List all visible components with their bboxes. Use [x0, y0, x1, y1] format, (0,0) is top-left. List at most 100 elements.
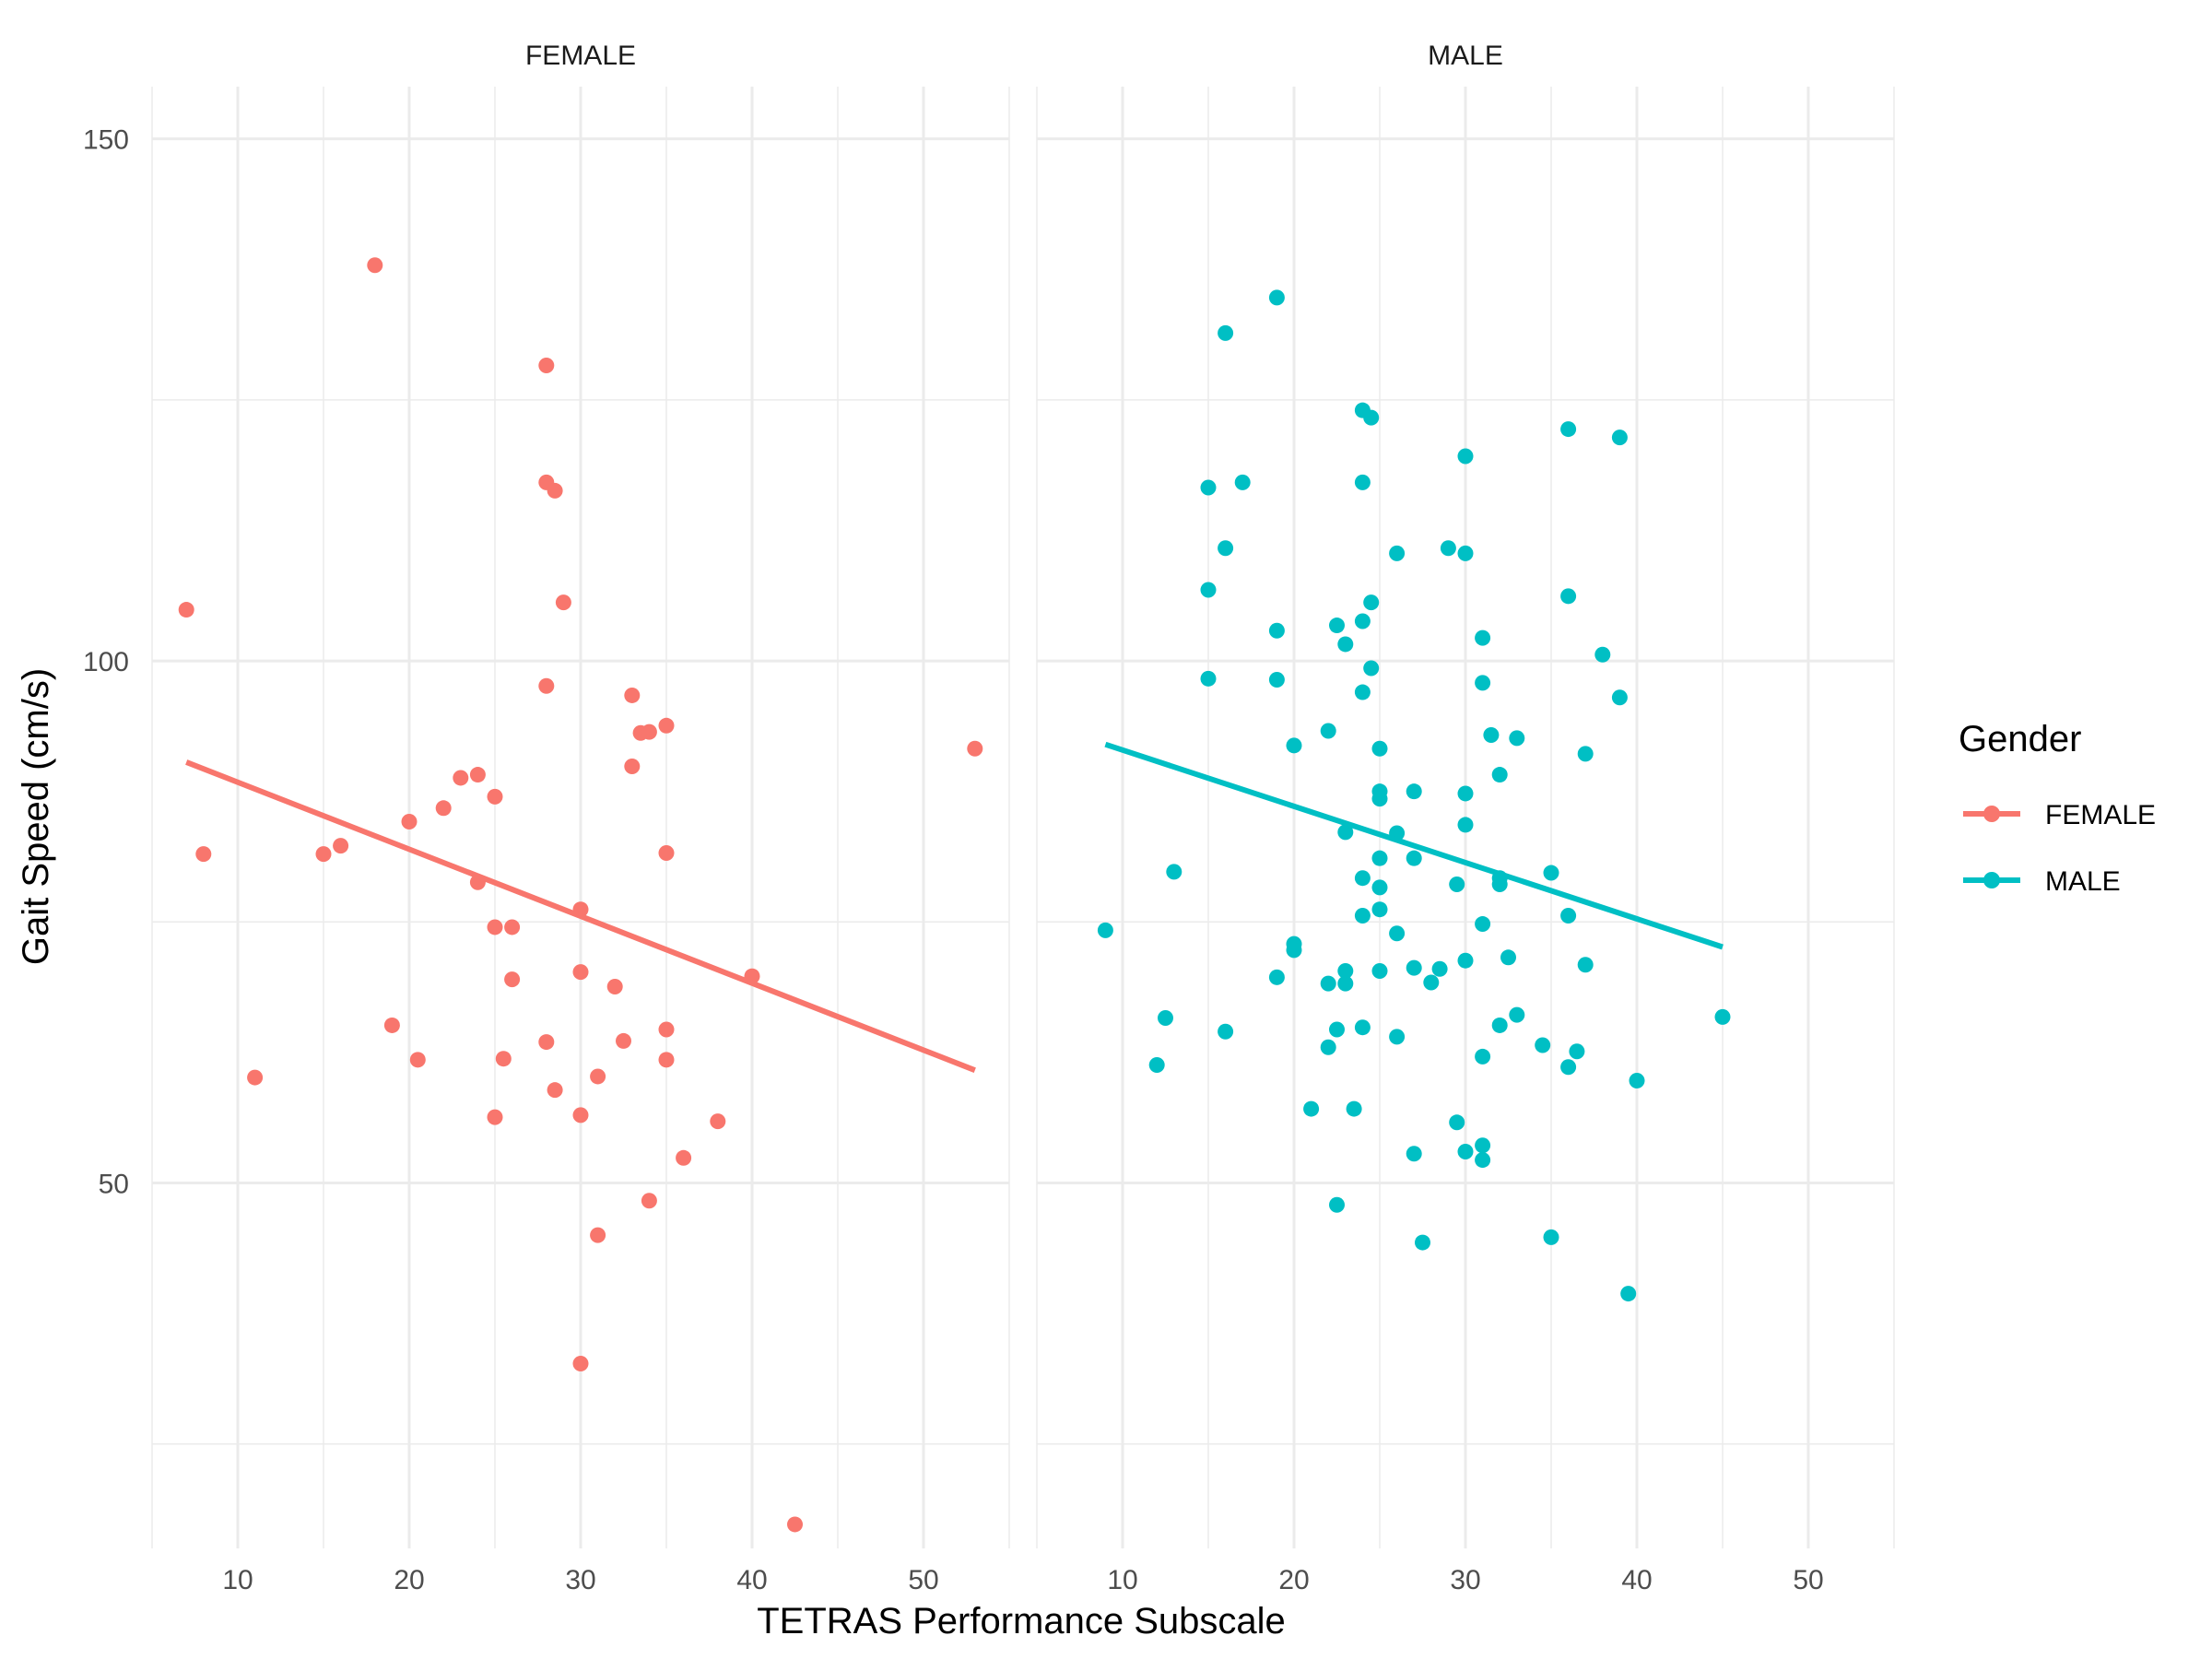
data-point-male: [1371, 963, 1388, 980]
data-point-male: [1337, 963, 1354, 980]
data-point-female: [538, 677, 555, 694]
data-point-male: [1268, 289, 1285, 306]
data-point-male: [1406, 1146, 1422, 1162]
legend-label-female: FEMALE: [2045, 800, 2156, 830]
data-point-female: [469, 767, 486, 783]
data-point-male: [1303, 1100, 1320, 1117]
data-point-female: [624, 758, 641, 774]
data-point-male: [1431, 960, 1448, 977]
data-point-male: [1560, 421, 1577, 438]
data-point-female: [572, 1107, 589, 1124]
data-point-male: [1423, 974, 1440, 991]
data-point-male: [1611, 689, 1628, 706]
data-point-female: [572, 1355, 589, 1371]
facet-panels: FEMALE 10 20 30 40 50 50 100 150 MALE 10 20 30 40 50: [83, 41, 1895, 1595]
data-point-male: [1449, 1114, 1465, 1131]
data-point-male: [1475, 1137, 1491, 1154]
data-point-male: [1594, 646, 1611, 663]
legend-title: Gender: [1959, 719, 2081, 759]
data-point-male: [1329, 1196, 1345, 1213]
data-point-male: [1560, 1059, 1577, 1076]
data-point-female: [435, 800, 452, 817]
legend-item-male: MALE: [1963, 866, 2121, 897]
data-point-female: [710, 1113, 726, 1130]
x-tick-label: 40: [736, 1565, 767, 1595]
data-point-male: [1346, 1100, 1362, 1117]
panel-male: MALE 10 20 30 40 50: [1036, 41, 1895, 1595]
x-tick-label: 20: [394, 1565, 424, 1595]
data-point-female: [367, 257, 383, 274]
data-point-male: [1543, 1229, 1559, 1245]
data-point-female: [401, 814, 418, 830]
strip-label-female: FEMALE: [525, 41, 636, 71]
data-point-male: [1389, 1029, 1406, 1045]
data-point-female: [676, 1149, 692, 1166]
data-point-female: [787, 1516, 803, 1533]
data-point-male: [1491, 1017, 1508, 1033]
data-point-male: [1337, 975, 1354, 992]
data-point-male: [1363, 660, 1380, 677]
data-point-male: [1569, 1043, 1585, 1060]
data-point-male: [1475, 629, 1491, 646]
data-point-female: [178, 602, 194, 618]
x-tick-label: 10: [222, 1565, 253, 1595]
data-point-male: [1406, 959, 1422, 976]
data-point-female: [453, 770, 469, 786]
data-point-male: [1475, 1048, 1491, 1065]
data-point-male: [1363, 594, 1380, 611]
legend-key-point-male: [1983, 872, 2000, 888]
data-point-female: [606, 979, 623, 995]
data-point-male: [1475, 675, 1491, 691]
data-point-female: [641, 1193, 657, 1209]
x-axis-title: TETRAS Performance Subscale: [757, 1601, 1286, 1641]
data-point-male: [1560, 907, 1577, 924]
data-point-female: [555, 594, 571, 611]
data-point-female: [547, 482, 563, 499]
data-point-male: [1200, 582, 1217, 598]
data-point-male: [1354, 613, 1371, 629]
x-tick-label: 30: [565, 1565, 595, 1595]
data-point-male: [1371, 901, 1388, 918]
data-point-male: [1354, 474, 1371, 490]
data-point-male: [1166, 864, 1182, 880]
data-point-female: [487, 1109, 503, 1125]
data-point-female: [967, 740, 983, 757]
x-tick-label: 20: [1278, 1565, 1309, 1595]
data-point-female: [495, 1051, 512, 1067]
data-point-female: [315, 846, 332, 863]
data-point-female: [547, 1082, 563, 1099]
panel-female: FEMALE 10 20 30 40 50 50 100 150: [83, 41, 1010, 1595]
data-point-male: [1620, 1286, 1637, 1302]
data-point-male: [1543, 865, 1559, 881]
data-point-male: [1097, 922, 1113, 938]
x-tick-label: 40: [1621, 1565, 1652, 1595]
legend: Gender FEMALE MALE: [1959, 719, 2156, 897]
data-point-male: [1200, 479, 1217, 496]
data-point-male: [1483, 727, 1500, 744]
data-point-male: [1714, 1008, 1731, 1025]
data-point-male: [1337, 636, 1354, 653]
data-point-male: [1148, 1056, 1165, 1073]
data-point-male: [1286, 942, 1302, 959]
data-point-male: [1415, 1234, 1430, 1251]
data-point-male: [1406, 850, 1422, 866]
data-point-male: [1286, 737, 1302, 754]
data-point-male: [1320, 975, 1336, 992]
data-point-female: [487, 788, 503, 805]
data-point-male: [1577, 746, 1594, 762]
data-point-male: [1218, 540, 1234, 557]
data-point-male: [1218, 1023, 1234, 1040]
x-tick-label: 50: [1793, 1565, 1823, 1595]
data-point-male: [1406, 783, 1422, 800]
y-axis-title: Gait Speed (cm/s): [16, 668, 56, 965]
y-tick-label: 50: [99, 1170, 129, 1200]
data-point-female: [538, 1034, 555, 1051]
data-point-female: [590, 1227, 606, 1243]
data-point-male: [1354, 870, 1371, 887]
data-point-male: [1491, 767, 1508, 783]
data-point-female: [195, 846, 212, 863]
data-point-male: [1440, 540, 1456, 557]
data-point-female: [572, 964, 589, 981]
data-point-female: [504, 919, 521, 935]
x-tick-label: 30: [1450, 1565, 1480, 1595]
